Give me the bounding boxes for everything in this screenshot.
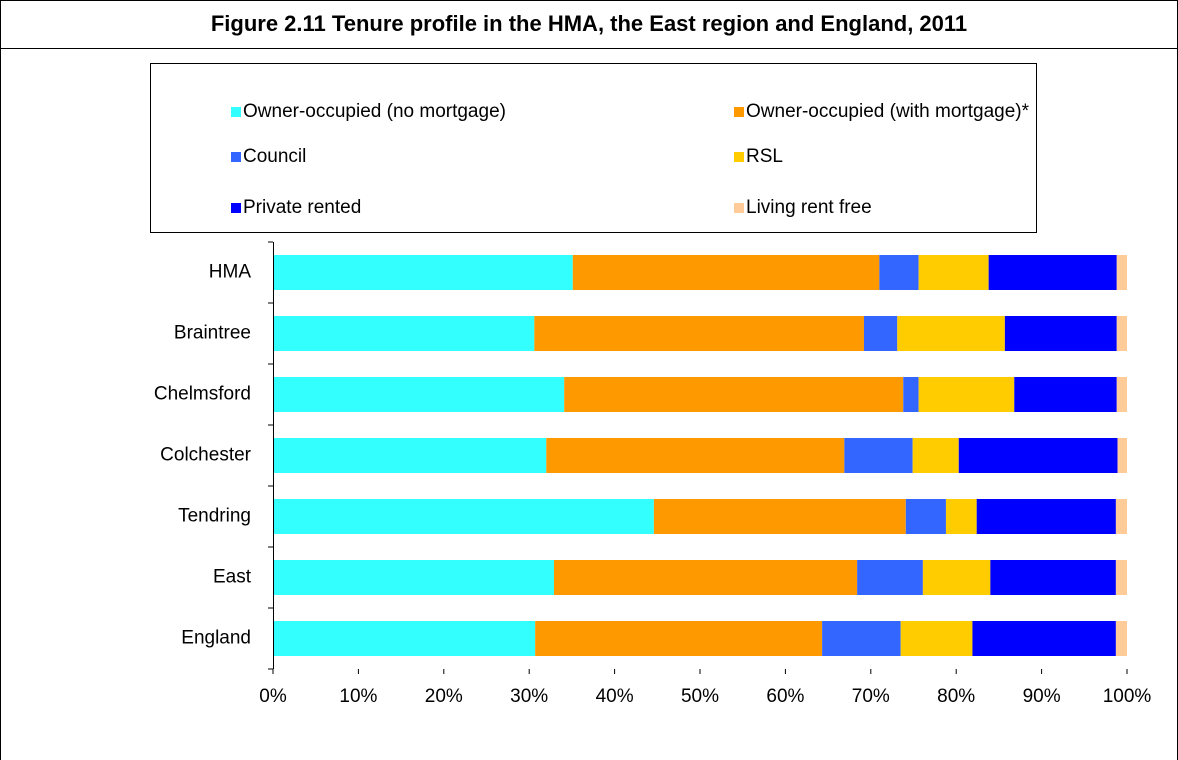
bar-segment bbox=[918, 255, 989, 290]
bar-segment bbox=[553, 560, 858, 595]
bar-segment bbox=[1116, 316, 1127, 351]
bar-segment bbox=[863, 316, 898, 351]
bar-segment bbox=[903, 377, 919, 412]
legend-label: Private rented bbox=[243, 197, 361, 218]
bar-segment bbox=[922, 560, 991, 595]
bar-segment bbox=[857, 560, 923, 595]
bar-segment bbox=[1014, 377, 1117, 412]
bar-segment bbox=[844, 438, 913, 473]
bar-segment bbox=[273, 499, 654, 534]
x-tick-label: 20% bbox=[425, 686, 463, 707]
y-tick-label: Chelmsford bbox=[154, 384, 251, 405]
y-tick-label: East bbox=[213, 567, 252, 588]
bar-segment bbox=[273, 377, 565, 412]
legend-marker bbox=[231, 107, 241, 117]
legend-marker bbox=[734, 203, 744, 213]
legend-marker bbox=[734, 152, 744, 162]
x-tick-label: 60% bbox=[766, 686, 804, 707]
bar-segment bbox=[1116, 255, 1127, 290]
bar-segment bbox=[273, 438, 547, 473]
bar-segment bbox=[1117, 438, 1127, 473]
bar-segment bbox=[958, 438, 1118, 473]
chart-title: Figure 2.11 Tenure profile in the HMA, t… bbox=[211, 11, 967, 36]
legend-label: Owner-occupied (no mortgage) bbox=[243, 101, 506, 122]
x-tick-label: 100% bbox=[1103, 686, 1152, 707]
x-tick-label: 50% bbox=[681, 686, 719, 707]
bar-segment bbox=[879, 255, 919, 290]
x-tick-label: 80% bbox=[937, 686, 975, 707]
legend-marker bbox=[231, 203, 241, 213]
x-tick-label: 10% bbox=[339, 686, 377, 707]
bar-segment bbox=[988, 255, 1117, 290]
x-tick-label: 70% bbox=[852, 686, 890, 707]
bar-segment bbox=[535, 621, 823, 656]
legend-box bbox=[150, 63, 1037, 233]
y-tick-label: England bbox=[181, 628, 251, 649]
bar-segment bbox=[546, 438, 845, 473]
legend-label: Living rent free bbox=[746, 197, 872, 218]
bar-segment bbox=[900, 621, 973, 656]
bar-segment bbox=[1115, 621, 1127, 656]
bar-segment bbox=[990, 560, 1116, 595]
bar-segment bbox=[653, 499, 906, 534]
bar-segment bbox=[273, 621, 536, 656]
x-tick-label: 0% bbox=[259, 686, 287, 707]
legend-label: Owner-occupied (with mortgage)* bbox=[746, 101, 1030, 122]
bar-segment bbox=[897, 316, 1005, 351]
legend-marker bbox=[734, 107, 744, 117]
bar-segment bbox=[822, 621, 901, 656]
bar-segment bbox=[273, 316, 535, 351]
y-tick-label: Colchester bbox=[160, 445, 251, 466]
bar-segment bbox=[1115, 560, 1127, 595]
bar-segment bbox=[1115, 499, 1127, 534]
x-tick-label: 40% bbox=[596, 686, 634, 707]
legend-label: RSL bbox=[746, 146, 783, 167]
bar-segment bbox=[1116, 377, 1127, 412]
legend-label: Council bbox=[243, 146, 306, 167]
bar-segment bbox=[918, 377, 1015, 412]
x-tick-label: 30% bbox=[510, 686, 548, 707]
y-tick-label: Tendring bbox=[178, 506, 251, 527]
bar-segment bbox=[534, 316, 864, 351]
bar-segment bbox=[1004, 316, 1117, 351]
bar-segment bbox=[273, 255, 573, 290]
legend-marker bbox=[231, 152, 241, 162]
bar-segment bbox=[905, 499, 946, 534]
bar-segment bbox=[912, 438, 959, 473]
bar-segment bbox=[273, 560, 554, 595]
bar-segment bbox=[564, 377, 904, 412]
y-tick-label: Braintree bbox=[174, 323, 251, 344]
bar-segment bbox=[572, 255, 880, 290]
bar-segment bbox=[945, 499, 977, 534]
bar-segment bbox=[976, 499, 1116, 534]
y-tick-label: HMA bbox=[209, 262, 252, 283]
x-tick-label: 90% bbox=[1023, 686, 1061, 707]
bar-segment bbox=[972, 621, 1116, 656]
